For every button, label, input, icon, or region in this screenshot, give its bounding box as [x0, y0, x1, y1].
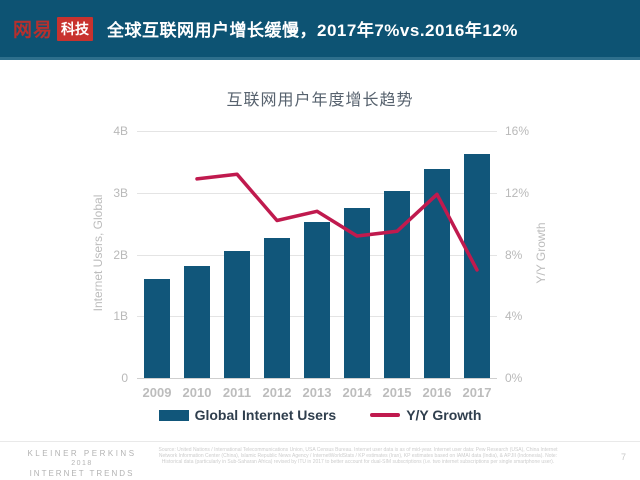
- bar-slot: [137, 131, 177, 378]
- growth-line: [195, 172, 479, 272]
- brand-line-3: INTERNET TRENDS: [29, 469, 135, 478]
- bar-slot: [257, 131, 297, 378]
- brand-line-1: KLEINER PERKINS: [27, 449, 137, 458]
- gridline: [137, 192, 497, 194]
- x-axis-label: 2009: [142, 385, 172, 400]
- x-axis-label: 2012: [262, 385, 292, 400]
- brand-line-2: 2018: [71, 460, 93, 467]
- page-number: 7: [620, 452, 626, 462]
- bar: [264, 237, 290, 378]
- netease-tech-logo: 网易 科技: [13, 15, 94, 42]
- axis-tick-label: 16%: [505, 124, 530, 138]
- x-axis-label: 2014: [342, 385, 372, 400]
- legend-item-bars: Global Internet Users: [158, 407, 337, 423]
- tech-logo-badge: 科技: [57, 16, 94, 41]
- axis-tick-label: 2B: [113, 247, 128, 262]
- right-axis-ticks: 16% 12% 8% 4% 0%: [505, 124, 545, 385]
- left-axis-ticks: 4B 3B 2B 1B 0: [90, 124, 128, 385]
- bar: [144, 279, 170, 378]
- bar-swatch-icon: [158, 409, 189, 421]
- header-bar: 网易 科技 全球互联网用户增长缓慢，2017年7%vs.2016年12%: [0, 0, 640, 60]
- bar: [304, 222, 330, 378]
- gridline: [137, 131, 497, 132]
- plot-area: [137, 131, 497, 379]
- bar-slot: [177, 131, 217, 378]
- x-axis-label: 2010: [182, 385, 212, 400]
- x-axis-labels: 2009 2010 2011 2012 2013 2014 2015 2016 2017: [137, 385, 497, 400]
- kleiner-perkins-brand: KLEINER PERKINS 2018 INTERNET TRENDS: [8, 449, 156, 478]
- axis-tick-label: 4B: [113, 124, 128, 138]
- x-axis-label: 2017: [462, 385, 492, 400]
- axis-tick-label: 1B: [113, 309, 128, 324]
- chart-legend: Global Internet Users Y/Y Growth: [0, 407, 640, 423]
- x-axis-label: 2016: [422, 385, 452, 400]
- legend-line-label: Y/Y Growth: [406, 407, 482, 423]
- netease-logo-text: 网易: [13, 20, 54, 41]
- left-axis-title: Internet Users, Global: [91, 194, 105, 312]
- line-series: [195, 172, 479, 272]
- bar: [184, 265, 210, 378]
- axis-tick-label: 0: [121, 371, 128, 385]
- axis-tick-label: 12%: [505, 185, 530, 200]
- gridline: [137, 378, 497, 379]
- page-title: 全球互联网用户增长缓慢，2017年7%vs.2016年12%: [107, 21, 518, 40]
- axis-tick-label: 8%: [505, 247, 523, 262]
- x-axis-label: 2013: [302, 385, 332, 400]
- x-axis-label: 2015: [382, 385, 412, 400]
- bar-slot: [297, 131, 337, 378]
- footer-divider: [0, 441, 640, 442]
- source-note: Source: United Nations / International T…: [158, 447, 558, 466]
- line-swatch-icon: [370, 413, 401, 417]
- bar: [224, 251, 250, 378]
- legend-item-line: Y/Y Growth: [370, 407, 481, 423]
- x-axis-label: 2011: [222, 385, 252, 400]
- right-axis-title: Y/Y Growth: [534, 222, 548, 284]
- bar-slot: [217, 131, 257, 378]
- axis-tick-label: 4%: [505, 309, 523, 324]
- chart-title: 互联网用户年度增长趋势: [226, 92, 414, 109]
- axis-tick-label: 0%: [505, 371, 523, 385]
- legend-bar-label: Global Internet Users: [194, 407, 337, 423]
- axis-tick-label: 3B: [113, 185, 128, 200]
